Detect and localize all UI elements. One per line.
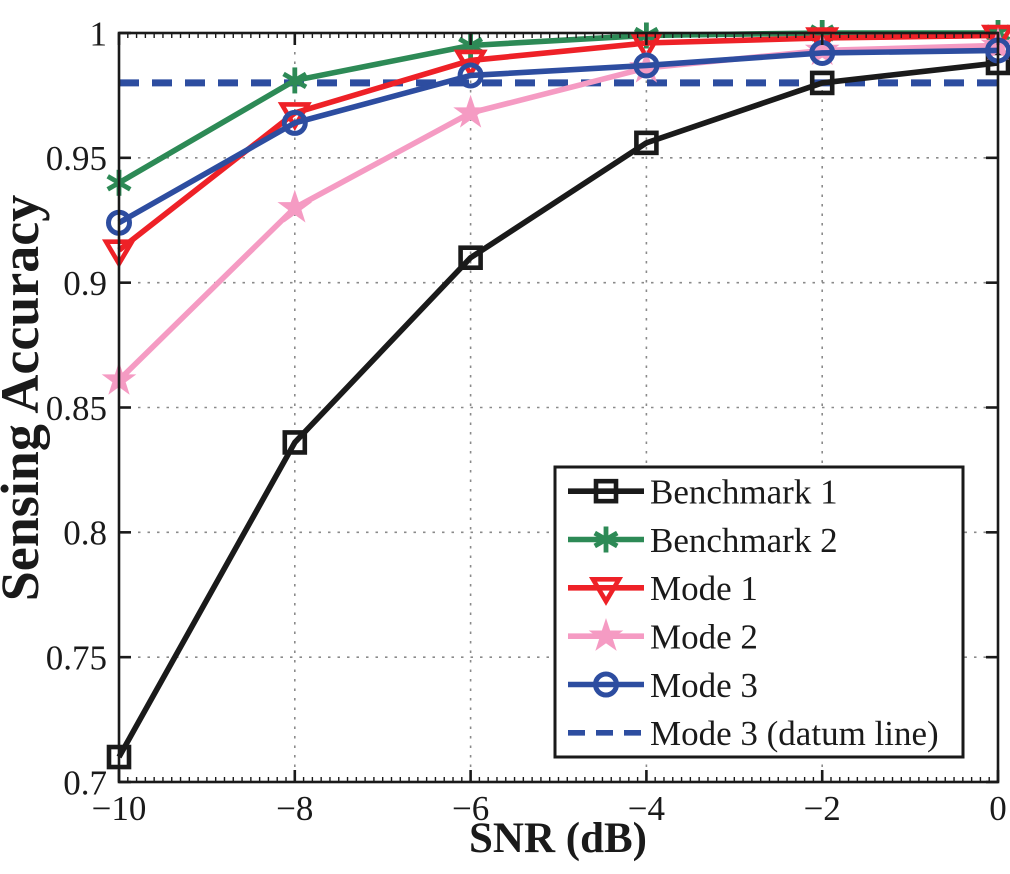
circle-marker-shape bbox=[633, 52, 660, 79]
y-axis-label: Sensing Accuracy bbox=[0, 195, 50, 602]
pentagram-marker-shape bbox=[588, 618, 624, 651]
axes-layer bbox=[117, 31, 1000, 784]
legend-item-mode-3-datum-line: Mode 3 (datum line) bbox=[568, 714, 939, 753]
legend-item-mode-1: Mode 1 bbox=[568, 569, 758, 608]
legend-sample-marker bbox=[593, 526, 619, 553]
square-marker-shape bbox=[634, 130, 659, 156]
square-marker-shape bbox=[458, 245, 483, 270]
y-tick-label-1: 0.75 bbox=[46, 638, 107, 677]
legend-item-benchmark-2: Benchmark 2 bbox=[568, 521, 838, 560]
legend-label-mode-1: Mode 1 bbox=[650, 569, 758, 608]
y-tick-label-0: 0.7 bbox=[63, 763, 107, 802]
square-marker-shape bbox=[809, 70, 835, 96]
square-marker-shape bbox=[593, 478, 619, 504]
series-layer bbox=[101, 20, 1010, 770]
legend-sample-marker bbox=[588, 618, 624, 651]
y-tick-label-3: 0.85 bbox=[46, 389, 107, 428]
series-mode-1-marker bbox=[453, 49, 488, 79]
legend-label-mode-3-datum-line: Mode 3 (datum line) bbox=[650, 714, 939, 753]
y-tick-label-2: 0.8 bbox=[63, 514, 107, 553]
triangle-down-marker-shape bbox=[588, 577, 624, 606]
square-marker-shape bbox=[282, 430, 308, 455]
series-mode-1-line bbox=[117, 32, 999, 253]
pentagram-marker-shape bbox=[453, 94, 488, 128]
series-benchmark-1-marker bbox=[282, 430, 308, 455]
series-mode-2-marker bbox=[277, 189, 313, 223]
series-benchmark-2-marker bbox=[282, 67, 308, 94]
asterisk-spoke bbox=[282, 71, 308, 90]
legend: Benchmark 1 Benchmark 2 Mode 1 Mode 2 Mode 3… bbox=[553, 465, 965, 759]
pentagram-marker-shape bbox=[277, 189, 313, 223]
x-tick-label-2: −6 bbox=[452, 789, 489, 828]
legend-box bbox=[553, 465, 965, 759]
circle-marker-shape bbox=[457, 62, 484, 89]
asterisk-spoke bbox=[593, 530, 619, 549]
legend-item-mode-3: Mode 3 bbox=[568, 666, 758, 705]
x-tick-label-3: −4 bbox=[628, 789, 665, 828]
legend-item-benchmark-1: Benchmark 1 bbox=[568, 472, 838, 511]
y-tick-label-4: 0.9 bbox=[63, 264, 107, 303]
series-mode-1-marker bbox=[980, 24, 1010, 54]
series-mode-3-marker bbox=[633, 52, 660, 79]
triangle-down-marker-shape bbox=[805, 27, 840, 57]
triangle-down-marker-shape bbox=[453, 49, 488, 79]
series-mode-3-line bbox=[117, 47, 999, 226]
series-benchmark-1 bbox=[106, 50, 1010, 770]
legend-label-mode-3: Mode 3 bbox=[650, 666, 758, 705]
x-tick-label-4: −2 bbox=[804, 789, 841, 828]
series-benchmark-1-marker bbox=[458, 245, 483, 270]
legend-sample-marker bbox=[593, 478, 619, 504]
series-benchmark-2-line bbox=[117, 30, 998, 186]
series-mode-3-marker bbox=[281, 109, 308, 136]
x-tick-label-1: −8 bbox=[276, 789, 313, 828]
series-mode-3-marker bbox=[457, 62, 484, 89]
legend-label-benchmark-1: Benchmark 1 bbox=[650, 472, 838, 511]
series-mode-2-line bbox=[117, 42, 999, 383]
tick-label-layer: −10 −8 −6 −4 −2 0 0.7 0.75 0.8 0.85 0.9 0.95 1 bbox=[46, 14, 1007, 828]
legend-sample-marker bbox=[588, 577, 624, 606]
circle-marker-shape bbox=[593, 671, 619, 698]
series-benchmark-1-line bbox=[116, 60, 999, 759]
legend-item-mode-2: Mode 2 bbox=[568, 617, 758, 656]
y-tick-label-6: 1 bbox=[90, 14, 108, 53]
x-axis-label: SNR (dB) bbox=[469, 815, 647, 862]
legend-sample-marker bbox=[593, 671, 619, 698]
series-mode-3 bbox=[106, 37, 1010, 236]
x-tick-label-0: −10 bbox=[92, 789, 147, 828]
x-tick-label-5: 0 bbox=[989, 789, 1007, 828]
series-benchmark-1-marker bbox=[634, 130, 659, 156]
triangle-down-marker-shape bbox=[980, 24, 1010, 54]
series-mode-1-marker bbox=[805, 27, 840, 57]
legend-label-mode-2: Mode 2 bbox=[650, 617, 758, 656]
series-mode-1 bbox=[101, 24, 1010, 269]
y-tick-label-5: 0.95 bbox=[46, 139, 107, 178]
circle-marker-shape bbox=[281, 109, 308, 136]
series-benchmark-1-marker bbox=[809, 70, 835, 96]
series-mode-2-marker bbox=[453, 94, 488, 128]
legend-label-benchmark-2: Benchmark 2 bbox=[650, 521, 838, 560]
